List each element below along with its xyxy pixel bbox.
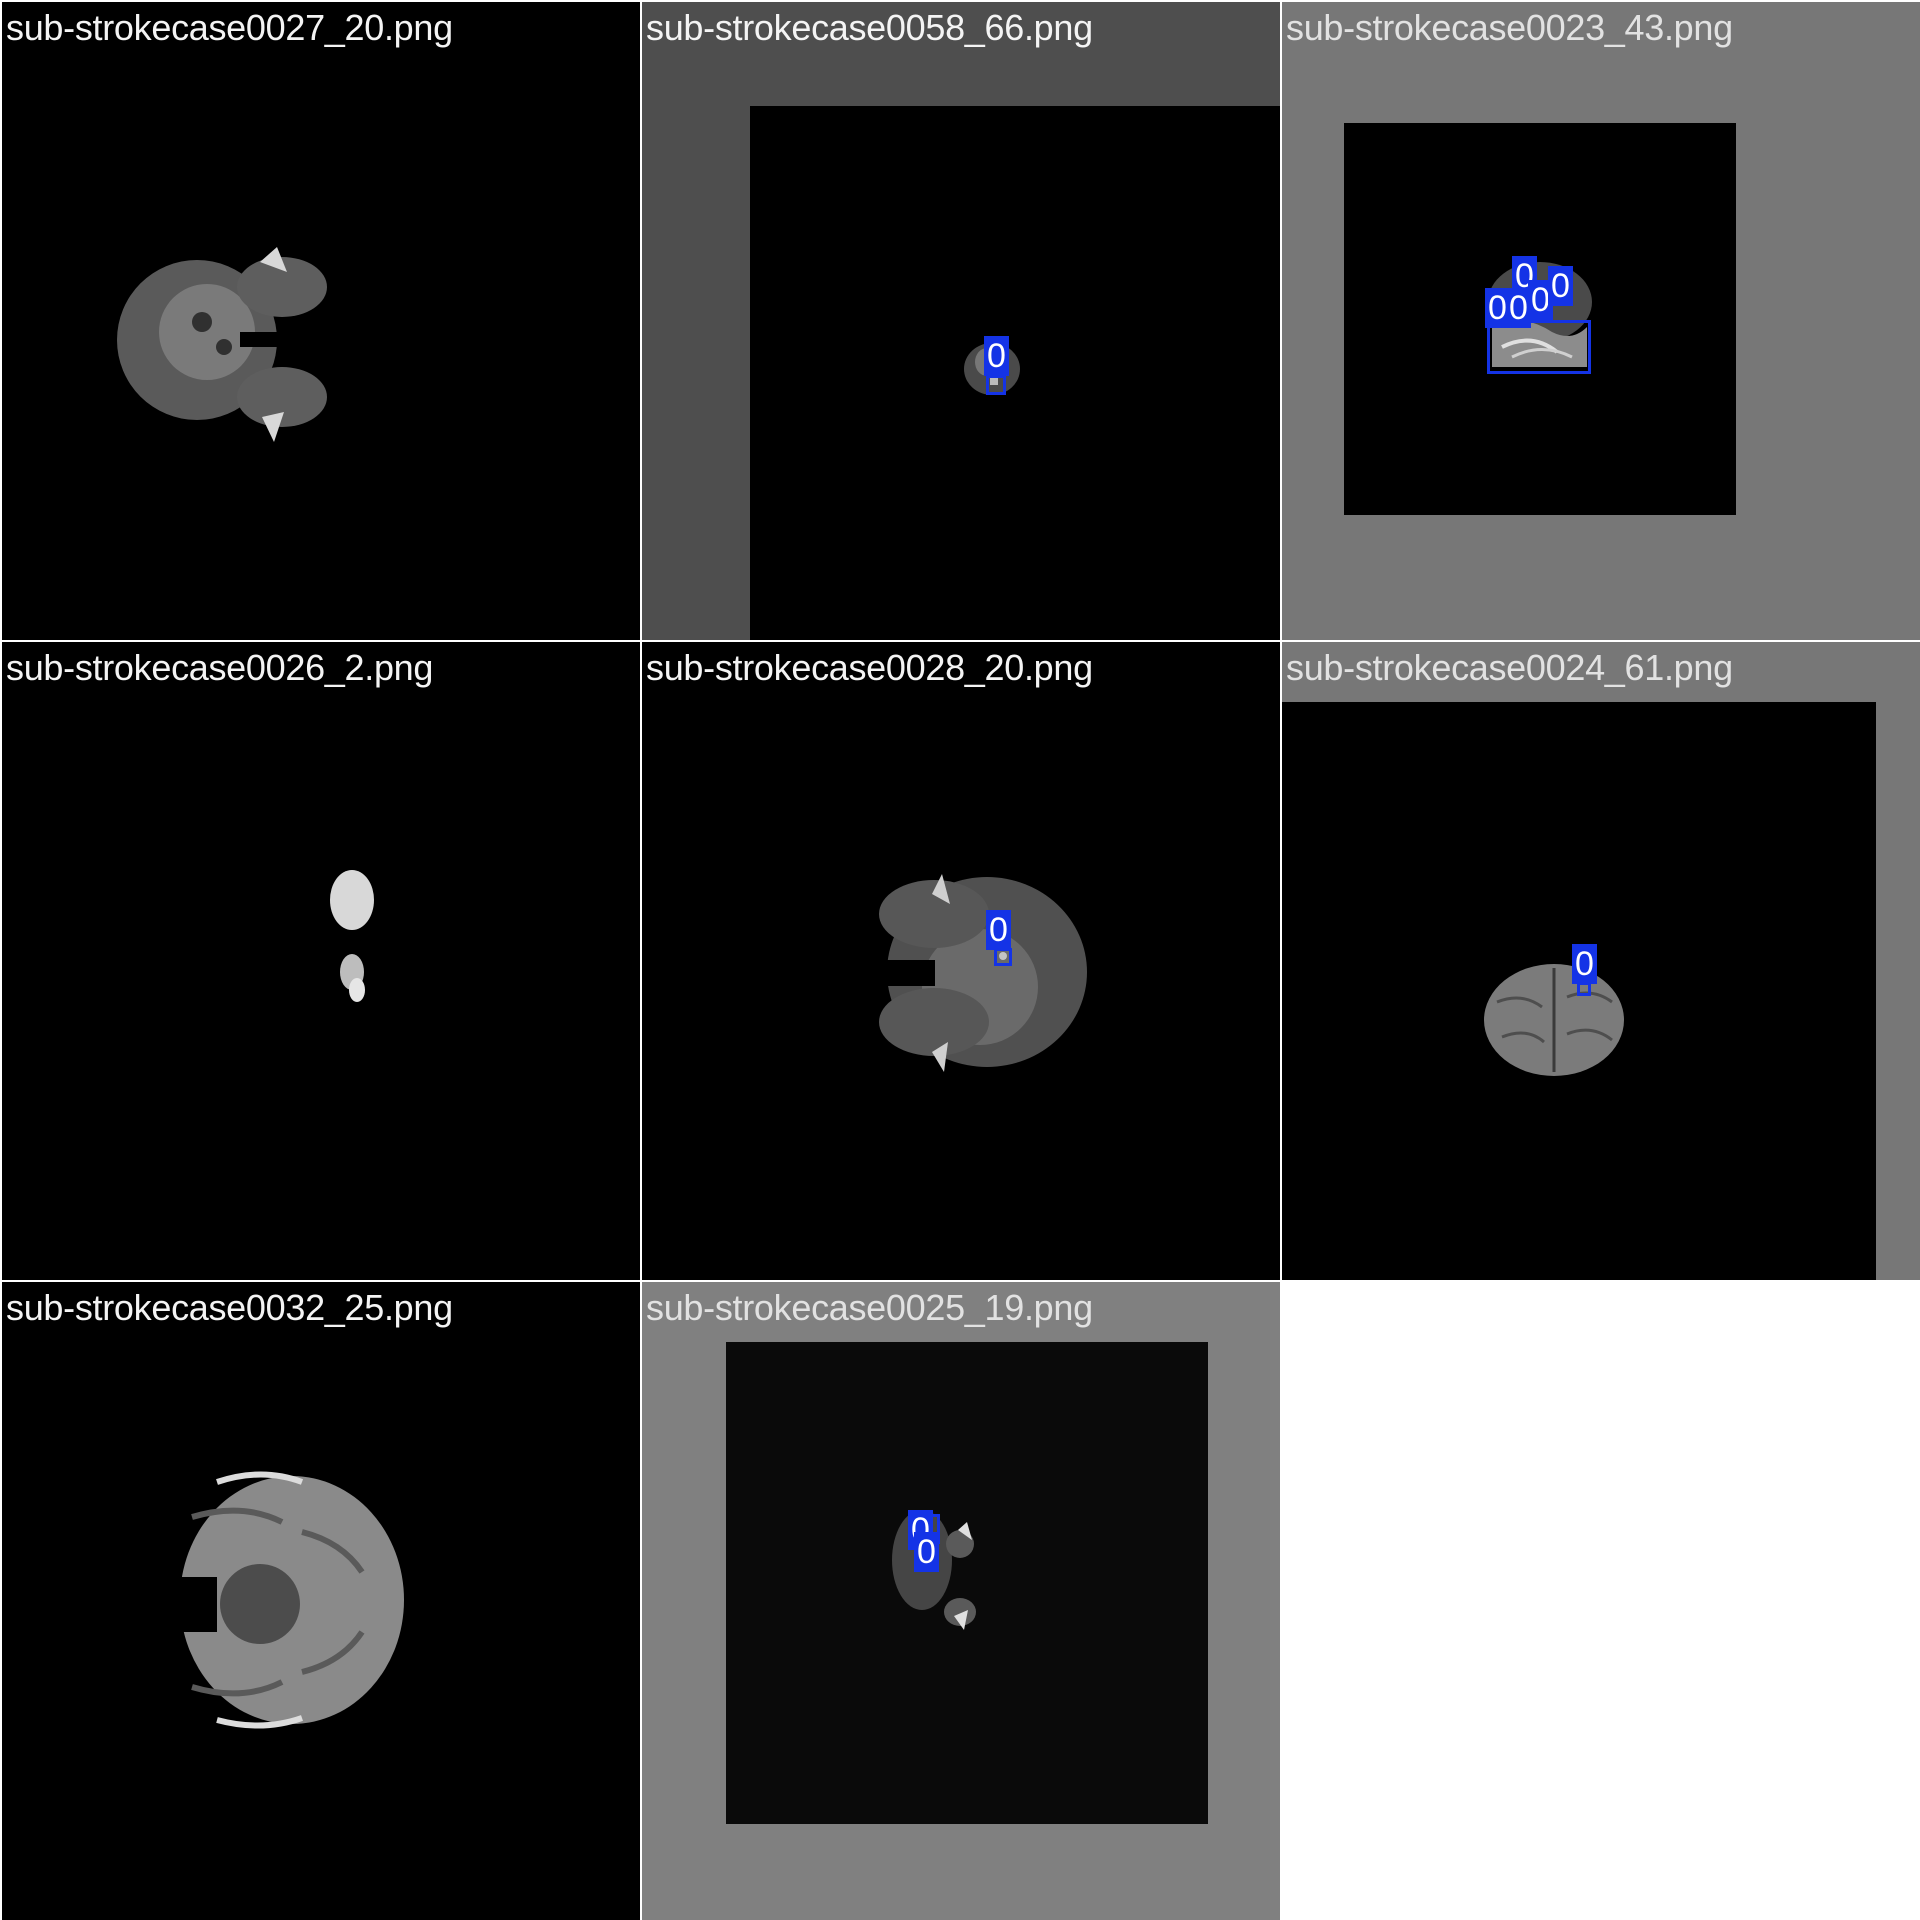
detection-label: 0 [1572, 944, 1597, 984]
brain-scan-image [2, 2, 640, 640]
detection-box [994, 948, 1012, 966]
brain-scan-image [1282, 2, 1920, 640]
image-tile: sub-strokecase0028_20.png 0 [642, 642, 1280, 1280]
image-filename: sub-strokecase0027_20.png [6, 7, 453, 48]
brain-scan-image [642, 2, 1280, 640]
brain-scan-image [2, 642, 640, 1280]
detection-label: 0 [914, 1532, 939, 1572]
detection-label: 0 [1485, 288, 1510, 328]
image-tile: sub-strokecase0058_66.png 0 [642, 2, 1280, 640]
brain-scan-image [2, 1282, 640, 1920]
brain-scan-image [1282, 642, 1920, 1280]
image-filename: sub-strokecase0023_43.png [1286, 7, 1733, 48]
brain-scan-image [642, 1282, 1280, 1920]
image-filename: sub-strokecase0058_66.png [646, 7, 1093, 48]
image-filename: sub-strokecase0032_25.png [6, 1287, 453, 1328]
detection-label: 0 [986, 910, 1011, 950]
image-filename: sub-strokecase0025_19.png [646, 1287, 1093, 1328]
detection-box [986, 375, 1006, 395]
image-tile: sub-strokecase0027_20.png [2, 2, 640, 640]
image-tile: sub-strokecase0032_25.png [2, 1282, 640, 1920]
detection-box [1487, 320, 1591, 374]
detection-label: 0 [1506, 288, 1531, 328]
image-tile: sub-strokecase0025_19.png 0 0 [642, 1282, 1280, 1920]
image-tile: sub-strokecase0026_2.png [2, 642, 640, 1280]
detection-label: 0 [984, 336, 1009, 376]
image-filename: sub-strokecase0026_2.png [6, 647, 434, 688]
detection-label: 0 [1548, 266, 1573, 306]
image-tile: sub-strokecase0024_61.png 0 [1282, 642, 1920, 1280]
image-filename: sub-strokecase0028_20.png [646, 647, 1093, 688]
detection-box [1577, 982, 1591, 996]
image-filename: sub-strokecase0024_61.png [1286, 647, 1733, 688]
brain-scan-image [642, 642, 1280, 1280]
image-tile: sub-strokecase0023_43.png 0 0 0 0 0 [1282, 2, 1920, 640]
